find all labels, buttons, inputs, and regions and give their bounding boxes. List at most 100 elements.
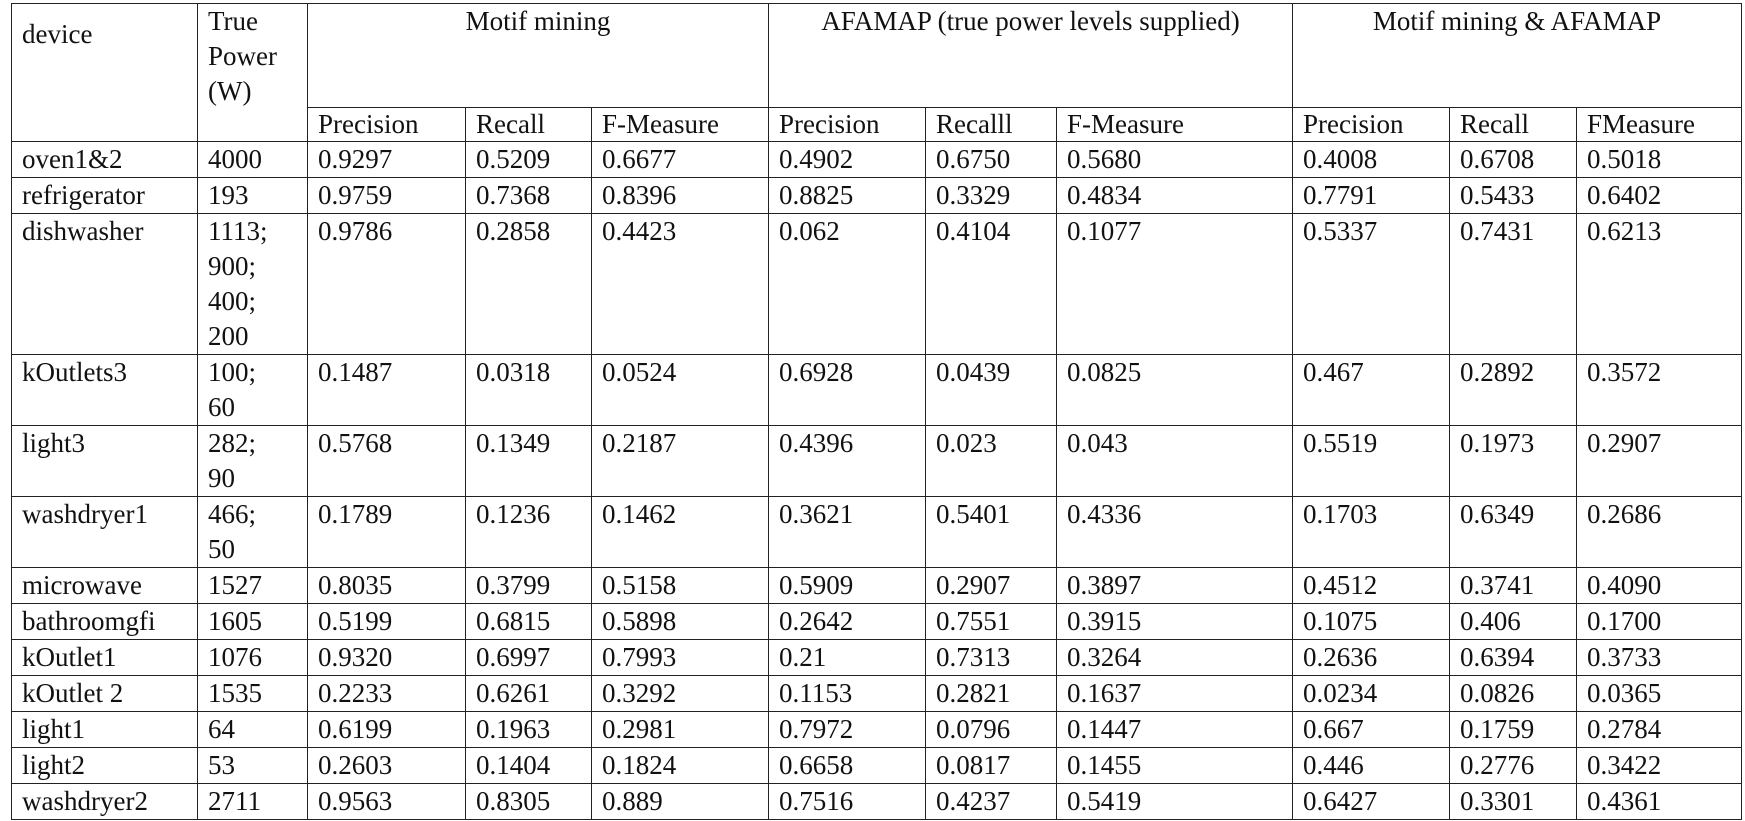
value-cell: 0.5433 xyxy=(1449,177,1578,214)
value-cell: 0.1455 xyxy=(1056,747,1294,784)
data-row: light2 53 0.2603 0.1404 0.1824 0.6658 0.0817 0.… xyxy=(11,747,1743,784)
value-cell: 0.6997 xyxy=(465,639,592,676)
value-cell: 0.467 xyxy=(1292,354,1451,426)
value-cell: 0.2686 xyxy=(1576,496,1743,568)
column-header: Precision xyxy=(1292,107,1451,142)
value-cell: 0.7972 xyxy=(768,711,927,748)
value-cell: 0.6658 xyxy=(768,747,927,784)
group-title: Motif mining xyxy=(306,3,770,108)
value-cell: 0.3329 xyxy=(925,177,1058,214)
device-cell: kOutlet 2 xyxy=(11,675,198,712)
value-cell: 0.8396 xyxy=(590,177,770,214)
value-cell: 0.0826 xyxy=(1449,675,1578,712)
value-cell: 0.6349 xyxy=(1449,496,1578,568)
text-line: 282; xyxy=(208,428,257,458)
value-cell: 0.9563 xyxy=(307,783,466,820)
text-line: 466; xyxy=(208,499,257,529)
value-cell: 0.1759 xyxy=(1449,711,1578,748)
value-cell: 0.4104 xyxy=(925,213,1058,355)
text-line: 50 xyxy=(208,534,235,564)
data-row: oven1&2 4000 0.9297 0.5209 0.6677 0.4902 0.675… xyxy=(11,141,1743,178)
value-cell: 0.8035 xyxy=(307,567,466,604)
value-cell: 0.3915 xyxy=(1056,603,1294,640)
value-cell: 0.406 xyxy=(1449,603,1578,640)
value-cell: 0.0318 xyxy=(465,354,592,426)
power-cell: 2711 xyxy=(197,783,308,820)
value-cell: 0.8825 xyxy=(768,177,927,214)
value-cell: 0.2776 xyxy=(1449,747,1578,784)
value-cell: 0.4336 xyxy=(1056,496,1294,568)
value-cell: 0.21 xyxy=(768,639,927,676)
value-cell: 0.446 xyxy=(1292,747,1451,784)
value-cell: 0.1703 xyxy=(1292,496,1451,568)
device-cell: light3 xyxy=(11,425,198,497)
value-cell: 0.1637 xyxy=(1056,675,1294,712)
power-cell: 193 xyxy=(197,177,308,214)
text-line: 200 xyxy=(208,321,249,351)
power-cell: 53 xyxy=(197,747,308,784)
power-cell: 466; 50 xyxy=(197,496,308,568)
power-cell: 1535 xyxy=(197,675,308,712)
text-line: 53 xyxy=(208,750,235,780)
value-cell: 0.2821 xyxy=(925,675,1058,712)
value-cell: 0.1824 xyxy=(590,747,770,784)
data-row: kOutlets3 100; 60 0.1487 0.0318 0.0524 0.6928 0… xyxy=(11,354,1743,426)
value-cell: 0.5199 xyxy=(307,603,466,640)
value-cell: 0.0439 xyxy=(925,354,1058,426)
value-cell: 0.6394 xyxy=(1449,639,1578,676)
device-cell: washdryer1 xyxy=(11,496,198,568)
value-cell: 0.7993 xyxy=(590,639,770,676)
value-cell: 0.4834 xyxy=(1056,177,1294,214)
value-cell: 0.6677 xyxy=(590,141,770,178)
value-cell: 0.1153 xyxy=(768,675,927,712)
value-cell: 0.5018 xyxy=(1576,141,1743,178)
text-line: 1113; xyxy=(208,216,268,246)
value-cell: 0.2907 xyxy=(925,567,1058,604)
value-cell: 0.7368 xyxy=(465,177,592,214)
value-cell: 0.7791 xyxy=(1292,177,1451,214)
value-cell: 0.1349 xyxy=(465,425,592,497)
column-header: Precision xyxy=(768,107,927,142)
value-cell: 0.4902 xyxy=(768,141,927,178)
value-cell: 0.1236 xyxy=(465,496,592,568)
text-line: 90 xyxy=(208,463,235,493)
value-cell: 0.023 xyxy=(925,425,1058,497)
column-header: Recall xyxy=(1449,107,1578,142)
data-row: light3 282; 90 0.5768 0.1349 0.2187 0.4396 0.02… xyxy=(11,425,1743,497)
value-cell: 0.3799 xyxy=(465,567,592,604)
value-cell: 0.6402 xyxy=(1576,177,1743,214)
text-line: 1535 xyxy=(208,678,262,708)
text-line: 193 xyxy=(208,180,249,210)
value-cell: 0.1963 xyxy=(465,711,592,748)
value-cell: 0.4512 xyxy=(1292,567,1451,604)
value-cell: 0.6815 xyxy=(465,603,592,640)
device-cell: kOutlets3 xyxy=(11,354,198,426)
text-line: True xyxy=(208,6,259,36)
data-row: dishwasher 1113; 900; 400; 200 0.9786 0.2858 0.… xyxy=(11,213,1743,355)
value-cell: 0.0825 xyxy=(1056,354,1294,426)
text-line: 64 xyxy=(208,714,235,744)
value-cell: 0.5680 xyxy=(1056,141,1294,178)
value-cell: 0.3572 xyxy=(1576,354,1743,426)
text-line: 900; xyxy=(208,251,257,281)
value-cell: 0.3741 xyxy=(1449,567,1578,604)
value-cell: 0.2892 xyxy=(1449,354,1578,426)
value-cell: 0.9297 xyxy=(307,141,466,178)
value-cell: 0.6427 xyxy=(1292,783,1451,820)
value-cell: 0.1075 xyxy=(1292,603,1451,640)
text-line: 1605 xyxy=(208,606,262,636)
value-cell: 0.9786 xyxy=(307,213,466,355)
value-cell: 0.3301 xyxy=(1449,783,1578,820)
text-line: 2711 xyxy=(208,786,261,816)
value-cell: 0.3264 xyxy=(1056,639,1294,676)
value-cell: 0.2858 xyxy=(465,213,592,355)
value-cell: 0.2981 xyxy=(590,711,770,748)
device-cell: dishwasher xyxy=(11,213,198,355)
text-line: 60 xyxy=(208,392,235,422)
value-cell: 0.4090 xyxy=(1576,567,1743,604)
value-cell: 0.3897 xyxy=(1056,567,1294,604)
value-cell: 0.9320 xyxy=(307,639,466,676)
value-cell: 0.1462 xyxy=(590,496,770,568)
power-cell: 64 xyxy=(197,711,308,748)
text-line: 100; xyxy=(208,357,257,387)
